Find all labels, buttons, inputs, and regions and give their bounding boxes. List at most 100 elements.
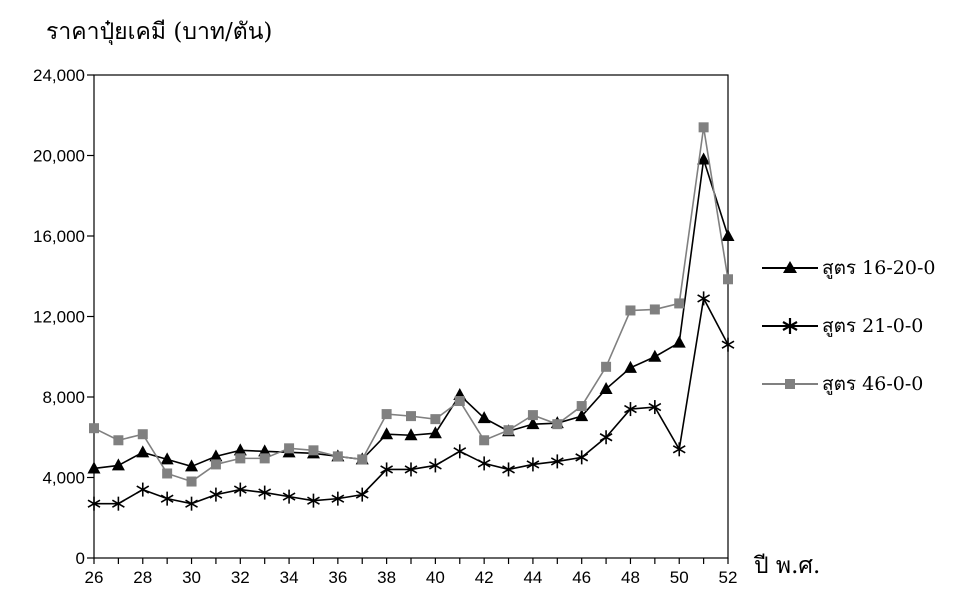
data-point [284, 443, 295, 454]
data-point [404, 462, 418, 477]
x-tick-label: 30 [182, 568, 201, 587]
data-point [575, 409, 589, 422]
legend-label: สูตร 21-0-0 [822, 315, 924, 337]
data-point [233, 443, 247, 456]
y-tick-label: 8,000 [42, 388, 85, 407]
data-point [185, 459, 199, 472]
x-tick-label: 38 [377, 568, 396, 587]
data-point [113, 435, 124, 446]
data-point [428, 426, 442, 439]
data-point [721, 337, 735, 352]
data-point [235, 453, 246, 464]
data-point [723, 274, 733, 285]
data-point [721, 229, 735, 241]
data-point [282, 489, 296, 504]
data-point [527, 410, 538, 421]
x-tick-label: 34 [280, 568, 299, 587]
data-point [698, 122, 709, 133]
y-tick-label: 12,000 [33, 308, 85, 327]
triangle-marker-icon [762, 261, 818, 273]
x-tick-label: 40 [426, 568, 445, 587]
data-point [479, 435, 490, 446]
legend-label: สูตร 16-20-0 [822, 257, 936, 279]
data-point [209, 487, 223, 502]
data-point [428, 458, 442, 473]
data-point [649, 304, 660, 315]
data-point [308, 445, 319, 456]
x-tick-label: 36 [328, 568, 347, 587]
data-point [136, 482, 150, 497]
data-point [136, 445, 150, 458]
data-point [332, 451, 343, 462]
data-point [185, 496, 198, 511]
data-point [601, 361, 612, 372]
data-point [550, 454, 564, 469]
data-point [380, 427, 394, 440]
x-tick-label: 42 [475, 568, 494, 587]
series-2 [89, 122, 733, 487]
data-point [477, 456, 491, 471]
data-point [599, 381, 613, 394]
data-point [697, 152, 711, 165]
data-point [503, 425, 514, 436]
x-tick-label: 46 [572, 568, 591, 587]
data-point [406, 411, 416, 422]
data-point [258, 444, 272, 457]
data-point [454, 396, 465, 407]
series-layer [87, 122, 735, 511]
data-point [477, 411, 491, 424]
data-point [453, 444, 467, 459]
y-tick-label: 20,000 [33, 147, 85, 166]
data-point [87, 496, 101, 511]
data-point [233, 482, 247, 497]
data-point [160, 491, 174, 506]
asterisk-marker-icon [762, 318, 818, 334]
x-tick-label: 48 [621, 568, 640, 587]
y-tick-label: 24,000 [33, 66, 85, 85]
data-point [526, 457, 540, 472]
data-point [89, 423, 99, 434]
data-point [552, 419, 563, 430]
x-axis-title: ปี พ.ศ. [754, 553, 821, 579]
data-point [111, 458, 125, 471]
data-point [209, 449, 223, 462]
data-point [674, 298, 685, 309]
data-point [623, 360, 637, 373]
y-tick-label: 16,000 [33, 227, 85, 246]
data-point [430, 414, 441, 425]
legend-item-46-0-0: สูตร 46-0-0 [760, 372, 950, 396]
data-point [404, 428, 418, 441]
data-point [697, 291, 711, 306]
data-point [526, 417, 540, 430]
legend-label: สูตร 46-0-0 [822, 373, 924, 395]
data-point [162, 468, 173, 479]
x-tick-label: 50 [670, 568, 689, 587]
data-point [331, 491, 345, 506]
data-point [258, 485, 272, 500]
data-point [672, 442, 686, 457]
data-point [648, 349, 662, 362]
data-point [186, 476, 197, 487]
x-tick-label: 52 [719, 568, 738, 587]
legend-item-21-0-0: สูตร 21-0-0 [760, 314, 950, 338]
data-point [575, 450, 589, 465]
x-tick-label: 28 [133, 568, 152, 587]
data-point [381, 409, 392, 420]
data-point [599, 430, 613, 445]
data-point [357, 454, 368, 465]
data-point [624, 402, 637, 417]
data-point [87, 461, 101, 474]
data-point [625, 305, 636, 316]
data-point [576, 401, 587, 412]
series-0 [87, 152, 735, 474]
data-point [259, 453, 270, 464]
x-tick-label: 32 [231, 568, 250, 587]
axes: 0 4,000 8,000 12,000 16,000 20,000 24,000 26 28 3… [33, 66, 737, 587]
data-point [111, 496, 125, 511]
y-tick-label: 0 [76, 549, 85, 568]
data-point [672, 335, 686, 348]
y-tick-label: 4,000 [42, 469, 85, 488]
legend: สูตร 16-20-0 สูตร 21-0-0 สูตร 46-0-0 [760, 256, 950, 430]
data-point [307, 493, 320, 508]
